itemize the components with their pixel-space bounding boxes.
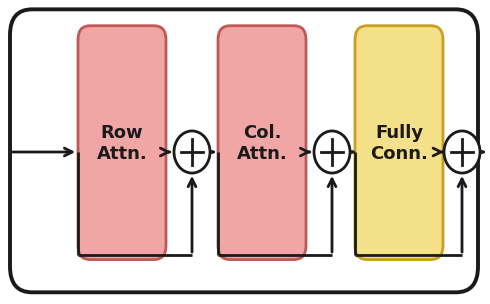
- Text: Conn.: Conn.: [370, 145, 428, 163]
- Circle shape: [314, 131, 350, 173]
- Text: Attn.: Attn.: [237, 145, 287, 163]
- FancyBboxPatch shape: [78, 26, 166, 260]
- FancyBboxPatch shape: [218, 26, 306, 260]
- Circle shape: [444, 131, 480, 173]
- FancyBboxPatch shape: [10, 9, 478, 292]
- Circle shape: [174, 131, 210, 173]
- FancyBboxPatch shape: [355, 26, 443, 260]
- Text: Fully: Fully: [375, 124, 423, 142]
- Text: Col.: Col.: [243, 124, 281, 142]
- Text: Attn.: Attn.: [97, 145, 147, 163]
- Text: Row: Row: [100, 124, 143, 142]
